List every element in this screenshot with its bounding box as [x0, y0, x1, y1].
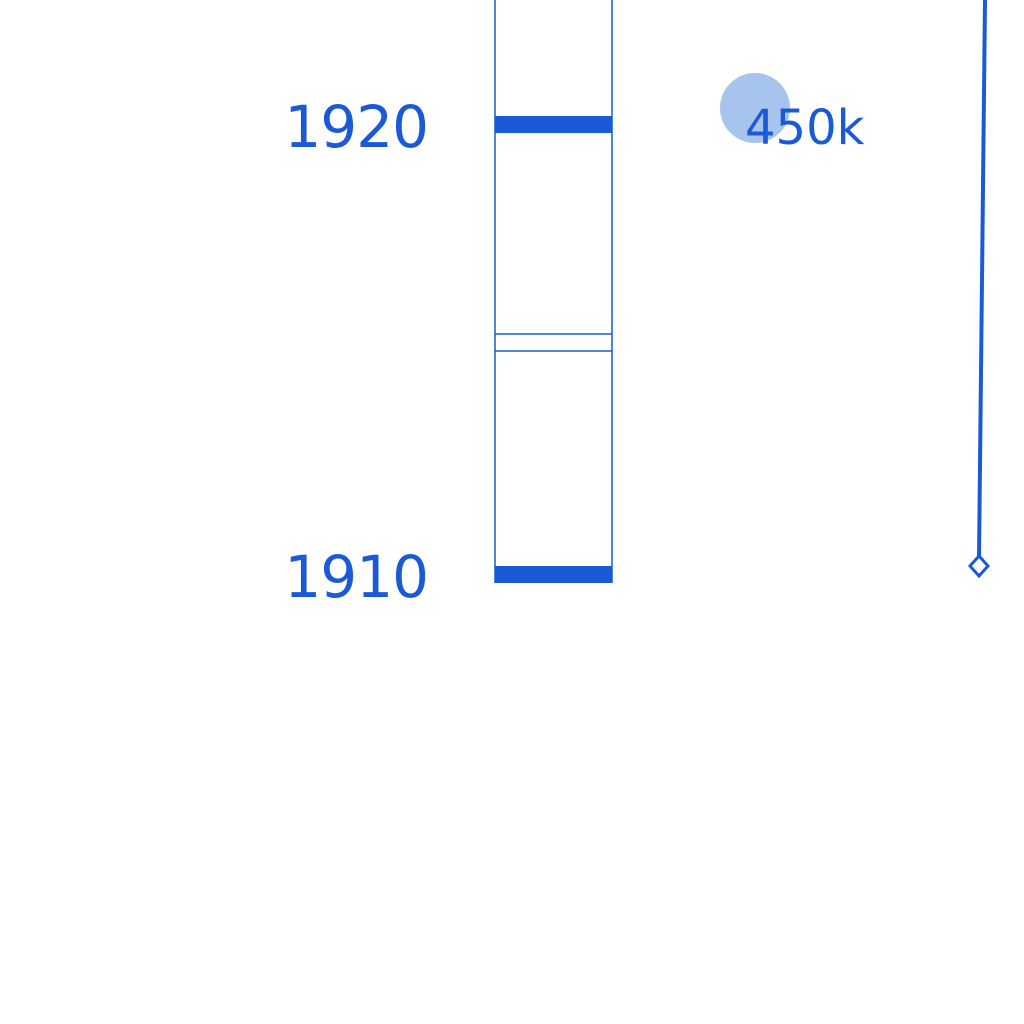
- year-label-1910: 1910: [284, 543, 428, 611]
- axis-column: [494, 0, 613, 583]
- major-tick-1920: [495, 116, 612, 133]
- leader-line: [977, 0, 987, 559]
- major-tick-1910: [495, 566, 612, 583]
- value-label-450k: 450k: [745, 100, 865, 156]
- diamond-end-icon: [967, 553, 991, 579]
- circle-marker-icon: [720, 73, 790, 143]
- year-label-1920: 1920: [284, 93, 428, 161]
